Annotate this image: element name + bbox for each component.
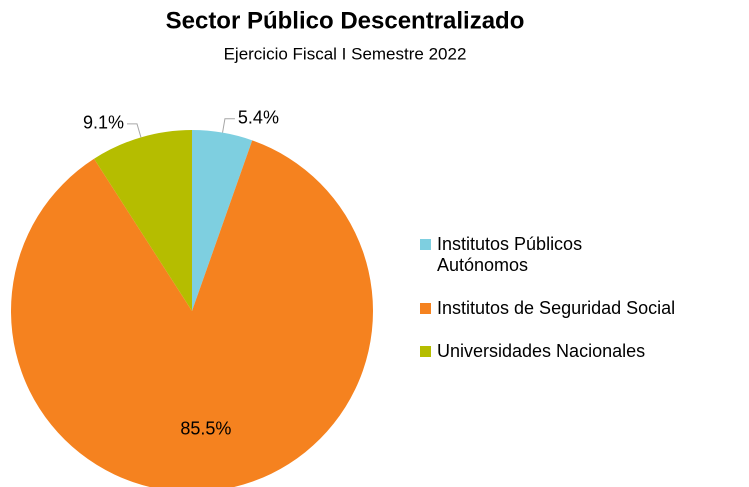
legend-label: Institutos Públicos Autónomos bbox=[437, 234, 583, 275]
legend-label: Universidades Nacionales bbox=[437, 341, 646, 361]
leader-line bbox=[222, 118, 235, 133]
legend: Institutos Públicos Autónomos Institutos … bbox=[420, 234, 749, 384]
legend-item: Institutos de Seguridad Social bbox=[420, 298, 749, 319]
pie-slice bbox=[192, 130, 253, 311]
legend-swatch bbox=[420, 239, 431, 250]
pie-slice bbox=[94, 130, 192, 311]
data-label: 9.1% bbox=[83, 113, 124, 133]
legend-swatch bbox=[420, 346, 431, 357]
chart-subtitle: Ejercicio Fiscal I Semestre 2022 bbox=[224, 44, 467, 63]
pie-slice bbox=[11, 140, 373, 487]
legend-label: Institutos de Seguridad Social bbox=[437, 298, 676, 318]
chart-title: Sector Público Descentralizado bbox=[166, 7, 525, 34]
legend-swatch bbox=[420, 303, 431, 314]
data-label: 85.5% bbox=[180, 418, 231, 438]
legend-item: Institutos Públicos Autónomos bbox=[420, 234, 650, 276]
legend-item: Universidades Nacionales bbox=[420, 341, 749, 362]
leader-line bbox=[127, 123, 142, 138]
data-label: 5.4% bbox=[238, 108, 279, 128]
